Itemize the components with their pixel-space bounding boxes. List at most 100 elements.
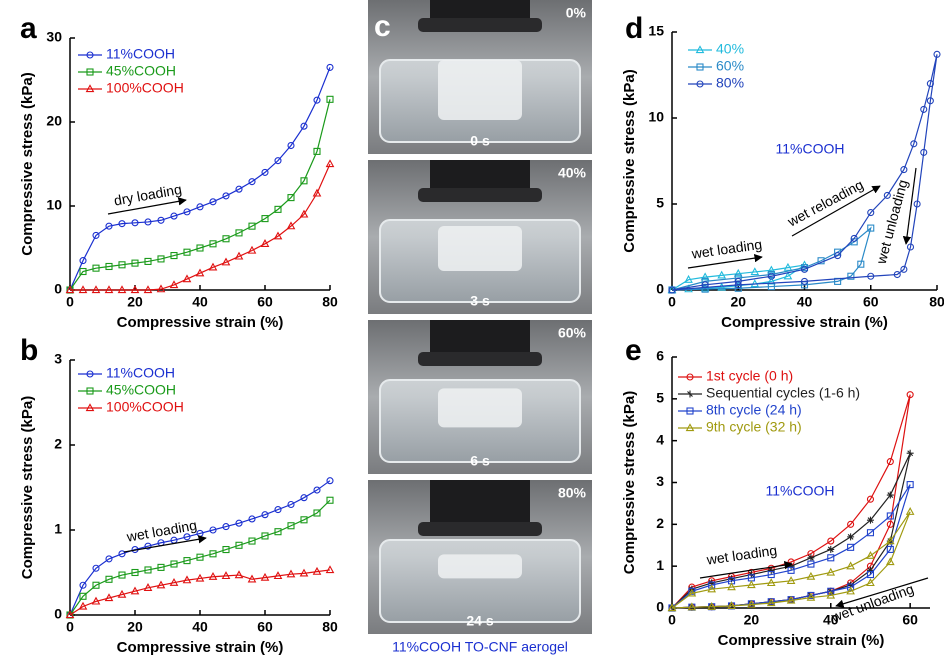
data-point: [313, 509, 321, 517]
data-point: [866, 495, 875, 503]
y-tick-label: 10: [46, 197, 62, 213]
y-tick-label: 1: [656, 557, 664, 573]
data-point: [807, 554, 815, 562]
data-point: [248, 515, 256, 523]
y-tick-label: 3: [54, 351, 62, 367]
data-point: [235, 541, 243, 549]
series-line: [69, 99, 331, 291]
data-point: [157, 563, 165, 571]
data-point: [850, 234, 858, 242]
data-point: [847, 543, 855, 551]
data-point: [866, 550, 875, 559]
y-tick-label: 0: [54, 606, 62, 622]
data-point: [79, 257, 87, 265]
data-point: [866, 529, 875, 537]
data-point: [273, 231, 283, 240]
data-point: [118, 220, 126, 228]
data-point: [182, 575, 192, 584]
platen-rim: [418, 188, 542, 202]
data-point: [144, 257, 152, 265]
series-line: [671, 226, 872, 291]
data-point: [312, 566, 322, 575]
data-point: [235, 519, 243, 527]
x-tick-label: 60: [257, 619, 273, 635]
data-point: [79, 581, 87, 589]
x-tick-label: 0: [66, 294, 74, 310]
data-point: [183, 533, 191, 541]
data-point: [325, 565, 335, 574]
data-point: [687, 602, 697, 611]
platen-rim: [418, 18, 542, 32]
y-axis-label: Compressive stress (kPa): [19, 72, 36, 255]
data-point: [209, 526, 217, 534]
data-point: [130, 586, 140, 595]
data-point: [248, 222, 256, 230]
data-point: [866, 570, 875, 579]
legend-marker: [686, 373, 694, 381]
data-point: [105, 222, 113, 230]
legend-label: 45%COOH: [106, 382, 176, 398]
legend-marker: [86, 370, 94, 378]
data-point: [826, 567, 836, 576]
data-point: [847, 272, 855, 280]
data-point: [766, 598, 776, 607]
data-point: [886, 545, 894, 553]
data-point: [300, 516, 308, 524]
data-point: [747, 599, 756, 608]
data-point: [857, 260, 865, 268]
data-point: [156, 284, 166, 293]
time-label: 0 s: [470, 133, 490, 149]
data-point: [79, 267, 87, 276]
x-tick-label: 40: [797, 294, 813, 310]
annotation: wet loading: [705, 542, 778, 568]
data-point: [701, 281, 709, 289]
x-tick-label: 80: [322, 294, 338, 310]
data-point: [893, 270, 901, 279]
x-tick-label: 40: [192, 294, 208, 310]
data-point: [684, 274, 693, 283]
data-point: [827, 554, 835, 562]
panel-label: c: [374, 10, 391, 43]
data-point: [235, 229, 243, 237]
data-point: [130, 285, 140, 294]
data-point: [708, 581, 716, 589]
data-point: [326, 95, 334, 103]
data-point: [717, 282, 727, 291]
data-point: [826, 590, 836, 599]
data-point: [105, 555, 113, 563]
data-point: [886, 491, 894, 499]
x-tick-label: 0: [66, 619, 74, 635]
data-point: [118, 261, 126, 269]
data-point: [287, 500, 295, 509]
data-point: [222, 235, 230, 243]
y-axis-label: Compressive stress (kPa): [621, 391, 638, 574]
x-tick-label: 40: [192, 619, 208, 635]
legend-marker: [86, 68, 94, 76]
data-point: [209, 198, 217, 206]
data-point: [707, 584, 717, 593]
data-point: [827, 587, 835, 595]
data-point: [707, 602, 717, 610]
sample: [438, 226, 522, 271]
legend-label: 9th cycle (32 h): [706, 419, 802, 435]
data-point: [156, 580, 166, 589]
data-point: [274, 157, 282, 165]
series-line: [671, 54, 938, 291]
data-point: [767, 570, 775, 579]
data-point: [143, 583, 153, 591]
data-point: [886, 512, 894, 520]
data-point: [906, 481, 914, 489]
data-point: [906, 391, 914, 399]
data-point: [786, 576, 796, 584]
data-point: [786, 595, 796, 604]
legend-marker: [686, 407, 694, 415]
y-tick-label: 6: [656, 348, 664, 364]
data-point: [105, 575, 113, 583]
data-point: [688, 587, 696, 595]
data-point: [222, 523, 230, 531]
data-point: [169, 280, 179, 289]
x-tick-label: 20: [730, 294, 746, 310]
annotation-arrow: [687, 253, 763, 269]
legend-label: 1st cycle (0 h): [706, 368, 793, 384]
data-point: [182, 274, 192, 283]
